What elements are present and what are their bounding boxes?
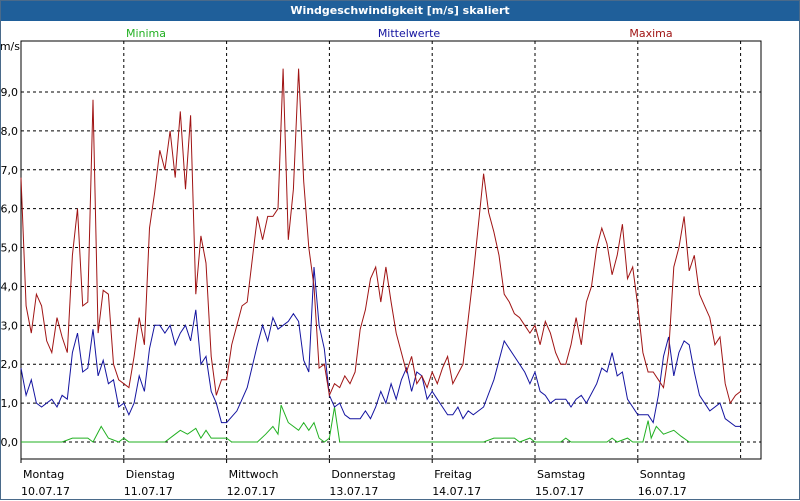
legend-entry: Minima bbox=[126, 27, 166, 40]
day-weekday-label: Montag bbox=[23, 468, 64, 481]
y-tick-label: 1,0 bbox=[1, 397, 18, 410]
series-line-maxima bbox=[20, 68, 741, 405]
legend-entry: Maxima bbox=[629, 27, 672, 40]
y-tick-label: 9,0 bbox=[1, 86, 18, 99]
day-weekday-label: Sonntag bbox=[640, 468, 686, 481]
y-tick-label: 5,0 bbox=[1, 242, 18, 255]
day-weekday-label: Dienstag bbox=[126, 468, 175, 481]
plot-frame bbox=[20, 40, 762, 460]
y-tick-label: 7,0 bbox=[1, 164, 18, 177]
day-weekday-label: Freitag bbox=[434, 468, 472, 481]
day-weekday-label: Samstag bbox=[537, 468, 585, 481]
day-date-label: 12.07.17 bbox=[227, 485, 276, 498]
y-axis-label: m/s bbox=[1, 40, 20, 53]
y-tick-label: 6,0 bbox=[1, 203, 18, 216]
y-tick-label: 2,0 bbox=[1, 358, 18, 371]
chart-title: Windgeschwindigkeit [m/s] skaliert bbox=[1, 1, 799, 21]
series-layer bbox=[20, 68, 741, 443]
day-date-label: 10.07.17 bbox=[21, 485, 70, 498]
day-date-label: 14.07.17 bbox=[432, 485, 481, 498]
day-weekday-label: Mittwoch bbox=[229, 468, 279, 481]
y-tick-label: 3,0 bbox=[1, 319, 18, 332]
legend-entry: Mittelwerte bbox=[378, 27, 441, 40]
day-date-label: 15.07.17 bbox=[535, 485, 584, 498]
y-tick-label: 0,0 bbox=[1, 436, 18, 449]
day-date-label: 11.07.17 bbox=[124, 485, 173, 498]
labels-layer: 0,0 1,0 2,0 3,0 4,0 5,0 6,0 7,0 8,0 9,0 m/s Montag 1… bbox=[1, 27, 687, 498]
day-date-label: 16.07.17 bbox=[638, 485, 687, 498]
series-line-minima bbox=[21, 404, 741, 443]
y-tick-label: 8,0 bbox=[1, 125, 18, 138]
grid-layer bbox=[20, 40, 762, 463]
series-line-mittelwerte bbox=[20, 266, 741, 427]
y-tick-label: 4,0 bbox=[1, 280, 18, 293]
day-date-label: 13.07.17 bbox=[329, 485, 378, 498]
day-weekday-label: Donnerstag bbox=[331, 468, 395, 481]
